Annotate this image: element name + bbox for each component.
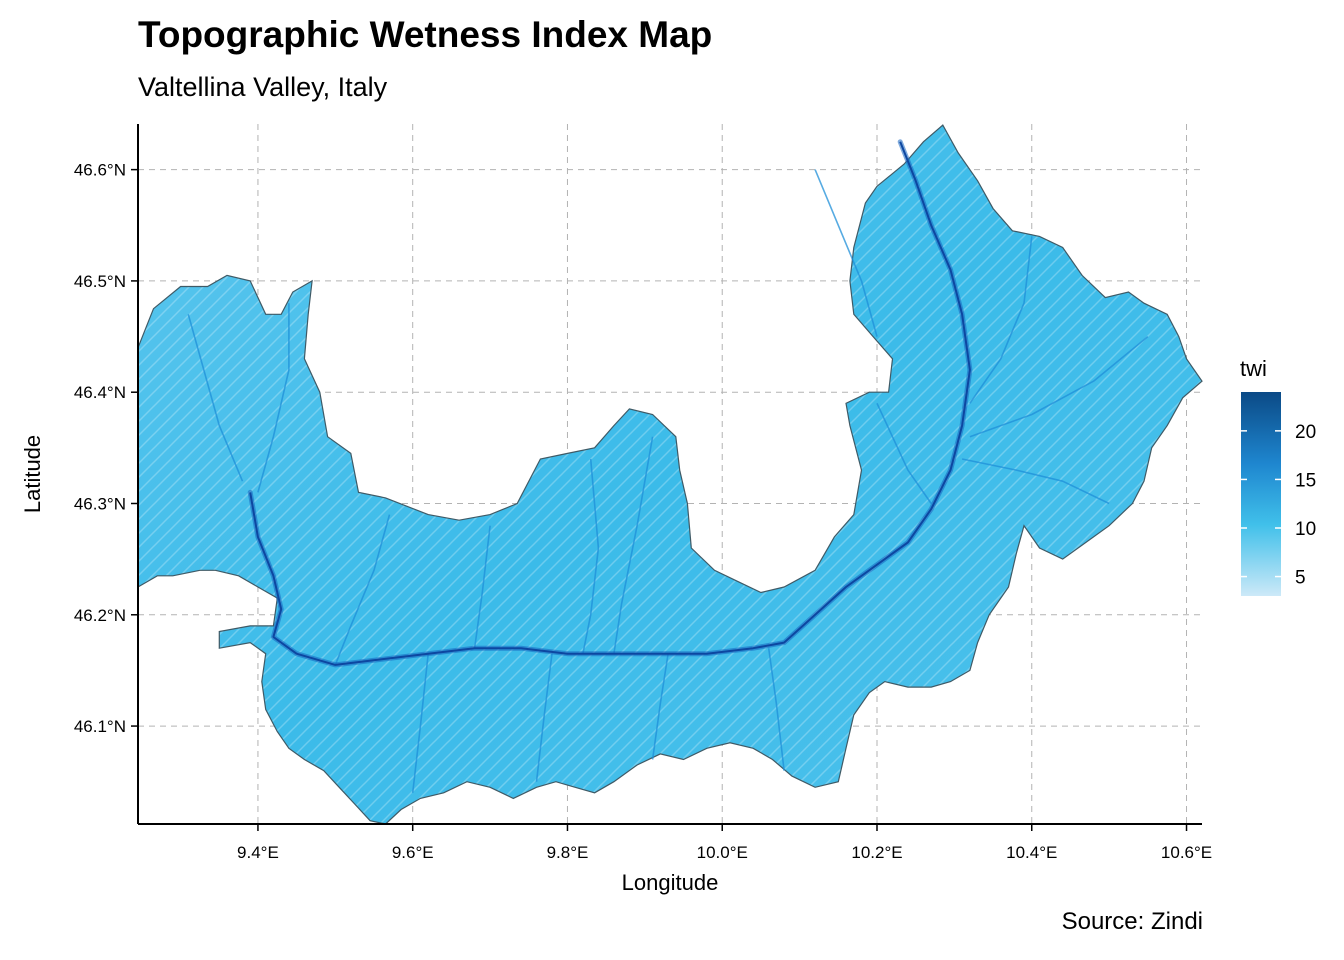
tributary-stream [651, 653, 669, 760]
tributary-stream [767, 648, 785, 771]
tributary-stream [334, 514, 391, 666]
legend-tick-label: 15 [1295, 470, 1316, 491]
y-tick-label: 46.5°N [74, 272, 126, 291]
tributary-stream [814, 169, 878, 337]
legend-tick-label: 5 [1295, 568, 1306, 589]
y-tick-label: 46.4°N [74, 383, 126, 402]
x-tick-label: 10.6°E [1161, 843, 1212, 862]
source-caption: Source: Zindi [1061, 908, 1203, 935]
x-tick-label: 10.4°E [1006, 843, 1057, 862]
tributary-stream [613, 436, 654, 654]
legend-ticks: 5 10 15 20 [1241, 422, 1316, 589]
legend-title: twi [1240, 356, 1267, 381]
legend-tick-label: 20 [1295, 422, 1316, 443]
x-tick-label: 10.2°E [851, 843, 902, 862]
y-ticks: 46.1°N 46.2°N 46.3°N 46.4°N 46.5°N 46.6°N [74, 161, 138, 736]
tributary-stream [473, 525, 491, 649]
tributary-stream [876, 402, 932, 504]
tributary-stream [969, 335, 1149, 438]
region-layer [137, 124, 1203, 825]
x-axis-title: Longitude [622, 870, 719, 895]
main-river-channel [249, 141, 971, 666]
legend-tick-label: 10 [1295, 519, 1316, 540]
y-tick-label: 46.2°N [74, 606, 126, 625]
tributary-stream [535, 653, 553, 782]
map-subtitle: Valtellina Valley, Italy [138, 72, 388, 102]
map-title: Topographic Wetness Index Map [138, 14, 713, 55]
x-tick-label: 9.6°E [392, 843, 434, 862]
rivers-layer [187, 139, 1149, 793]
tributary-stream [582, 458, 600, 654]
y-tick-label: 46.6°N [74, 161, 126, 180]
legend: twi 5 10 15 20 [1240, 356, 1316, 596]
tributary-stream [411, 653, 429, 793]
x-tick-label: 10.0°E [697, 843, 748, 862]
region-border [137, 124, 1203, 825]
x-tick-label: 9.4°E [237, 843, 279, 862]
y-tick-label: 46.3°N [74, 494, 126, 513]
tributary-stream [969, 236, 1033, 404]
x-ticks: 9.4°E 9.6°E 9.8°E 10.0°E 10.2°E 10.4°E 10.6°E [237, 824, 1212, 862]
legend-colorbar [1241, 392, 1281, 596]
tributary-stream [257, 303, 290, 493]
tributary-stream [187, 314, 244, 482]
y-axis-title: Latitude [20, 435, 45, 513]
tributary-stream [961, 458, 1110, 505]
y-tick-label: 46.1°N [74, 717, 126, 736]
x-tick-label: 9.8°E [547, 843, 589, 862]
